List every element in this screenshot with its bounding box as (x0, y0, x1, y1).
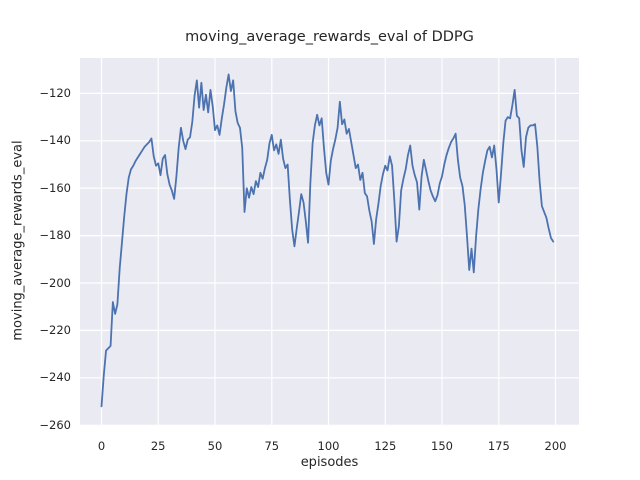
y-tick-label: −140 (39, 133, 71, 148)
y-tick-label: −180 (39, 228, 71, 243)
y-tick-label: −240 (39, 370, 71, 385)
x-tick-label: 0 (97, 439, 106, 453)
y-tick-label: −160 (39, 180, 71, 195)
y-tick-label: −200 (39, 275, 71, 290)
y-tick-label: −260 (39, 417, 71, 432)
trend-line (100, 73, 555, 408)
axes-background (80, 58, 579, 426)
x-tick-label: 100 (317, 439, 340, 453)
y-axis-label: moving_average_rewards_eval (10, 140, 26, 341)
x-tick-label: 75 (264, 439, 280, 453)
x-tick-label: 50 (207, 439, 223, 453)
x-tick-label: 150 (431, 439, 453, 453)
y-tick-label: −120 (39, 85, 71, 100)
chart-title: moving_average_rewards_eval of DDPG (185, 29, 474, 45)
x-tick-label: 200 (544, 439, 567, 453)
y-tick-label: −220 (39, 322, 71, 337)
x-tick-label: 25 (150, 439, 166, 453)
x-tick-label: 125 (374, 439, 397, 453)
x-axis-label: episodes (300, 455, 359, 470)
x-tick-label: 175 (487, 439, 510, 453)
